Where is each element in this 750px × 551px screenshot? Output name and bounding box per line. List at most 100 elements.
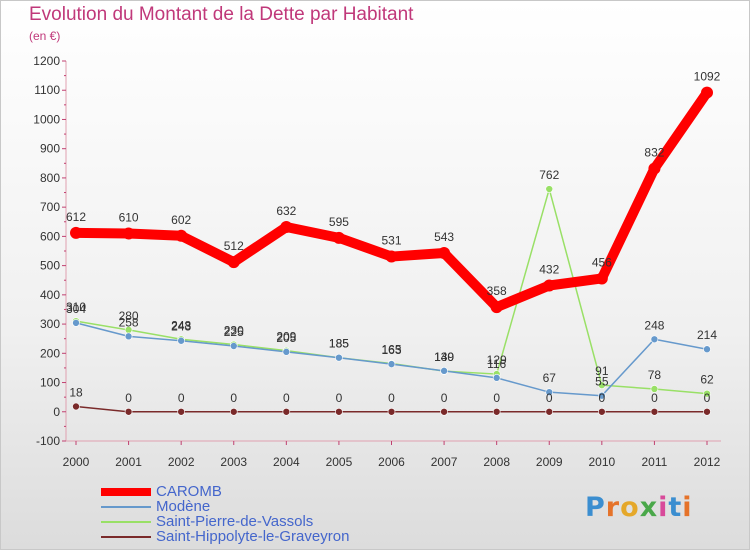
data-label: 456 [592,255,612,269]
data-point [650,335,659,344]
data-point [490,301,503,314]
data-label: 0 [178,391,185,405]
x-tick-label: 2002 [168,455,195,469]
logo-letter: r [605,492,621,523]
data-point [648,162,661,175]
data-point [229,407,238,416]
data-point [595,272,608,285]
data-label: 0 [283,391,290,405]
x-tick-label: 2011 [642,455,668,469]
data-point [440,367,448,375]
logo-letter: i [658,492,669,523]
legend-swatch [101,536,151,538]
x-tick-label: 2006 [378,455,405,469]
data-label: 78 [648,368,662,382]
data-point [438,247,451,260]
logo-letter: t [668,492,683,523]
data-label: 91 [595,364,609,378]
data-point [598,407,606,416]
data-label: 248 [171,318,191,332]
data-label: 139 [434,350,454,364]
data-label: 248 [644,318,664,332]
x-tick-label: 2001 [115,455,142,469]
data-label: 129 [487,353,507,367]
data-point [650,407,659,416]
data-label: 358 [487,284,507,298]
y-tick-label: -100 [36,434,60,448]
data-point [282,407,291,416]
data-label: 140 [434,350,454,364]
data-label: 62 [700,373,714,387]
y-tick-label: 900 [40,142,60,156]
data-label: 209 [276,330,296,344]
data-point [122,227,135,240]
logo-letter: P [585,492,606,523]
data-label: 55 [595,375,609,389]
legend-label: Modène [156,498,211,515]
data-label: 0 [651,391,658,405]
data-label: 0 [230,391,237,405]
data-point [335,407,343,416]
y-tick-label: 800 [40,171,60,185]
data-point [387,407,396,416]
data-label: 18 [69,386,83,400]
data-label: 243 [171,320,191,334]
x-tick-label: 2012 [694,455,721,469]
data-point [701,86,713,99]
data-label: 0 [704,391,711,405]
y-tick-label: 100 [40,376,60,390]
data-label: 0 [125,391,132,405]
data-label: 543 [434,230,454,244]
data-label: 225 [224,325,244,339]
x-tick-label: 2008 [483,455,510,469]
logo-letter: i [682,492,693,523]
data-label: 0 [493,391,500,405]
legend-label: CAROMB [156,483,222,500]
logo-letter: o [620,492,640,523]
data-point [335,353,343,362]
data-point [703,407,711,416]
data-point [545,185,554,193]
y-tick-label: 600 [40,229,60,243]
data-point [332,231,345,244]
data-point [282,348,291,356]
data-point [175,229,188,242]
series-line [71,87,712,313]
data-point [385,250,398,263]
data-point [177,336,185,345]
data-point [703,345,711,354]
data-label: 205 [276,331,296,345]
x-tick-label: 2005 [326,455,353,469]
data-point [598,381,606,389]
data-label: 0 [546,391,553,405]
data-label: 310 [66,300,86,314]
chart-subtitle: (en €) [29,29,61,43]
y-tick-label: 0 [53,405,60,419]
data-label: 0 [336,391,343,405]
proxiti-logo: Proxiti [585,492,693,523]
data-label: 214 [697,328,717,342]
y-tick-label: 400 [40,288,60,302]
y-tick-label: 1000 [33,112,60,126]
data-point [229,342,238,350]
data-point [280,221,293,234]
data-point [598,391,606,400]
data-point [124,332,133,341]
data-label: 595 [329,215,349,229]
x-tick-label: 2009 [536,455,563,469]
x-tick-label: 2007 [431,455,458,469]
legend-swatch [101,488,151,496]
data-point [72,402,80,411]
series-line [75,322,708,397]
x-tick-label: 2010 [588,455,615,469]
data-label: 67 [543,371,557,385]
data-point [492,407,501,416]
data-label: 0 [598,391,605,405]
data-label: 116 [487,357,506,371]
data-point [227,256,240,269]
data-label: 163 [381,343,401,357]
data-label: 531 [381,234,401,248]
data-point [124,407,133,416]
data-point [70,226,82,239]
legend-label: Saint-Pierre-de-Vassols [156,513,314,530]
